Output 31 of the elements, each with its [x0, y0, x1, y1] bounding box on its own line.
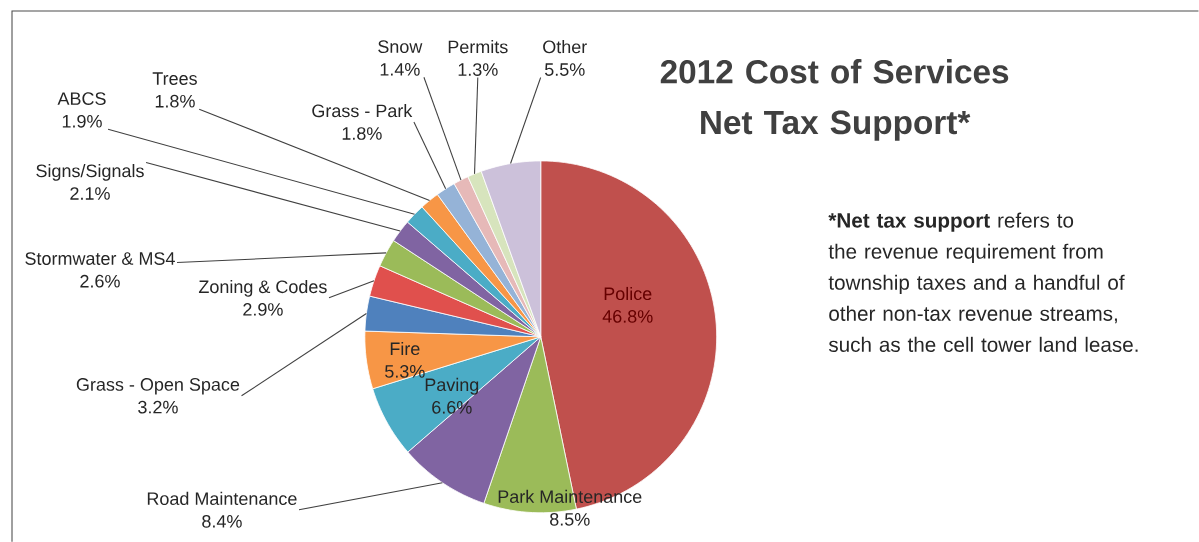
- slice-label: Stormwater & MS4: [25, 252, 175, 265]
- data-label: 2.9%: [243, 302, 283, 316]
- slice-label: Police: [604, 286, 652, 300]
- data-label: 8.5%: [550, 512, 590, 526]
- slice-label: Trees: [152, 72, 197, 85]
- slice-label: Grass - Park: [312, 103, 413, 118]
- data-label: 2.6%: [80, 274, 120, 288]
- slice-label: Snow: [378, 40, 423, 53]
- data-label: 5.3%: [385, 364, 425, 378]
- slice-label: Other: [543, 39, 587, 54]
- slice-label: Park Maintenance: [498, 489, 642, 503]
- slice-label: Grass - Open Space: [76, 377, 240, 395]
- data-label: 1.8%: [155, 94, 195, 108]
- data-label: 3.2%: [138, 400, 178, 414]
- slice-label: Road Maintenance: [147, 491, 297, 505]
- slice-label: Permits: [448, 39, 508, 54]
- slice-label: ABCS: [57, 92, 106, 105]
- data-label: 1.8%: [342, 126, 382, 140]
- data-label: 8.4%: [202, 514, 242, 528]
- data-label: 5.5%: [544, 63, 585, 76]
- slice-label: Paving: [425, 377, 479, 395]
- data-label: 1.3%: [458, 63, 498, 76]
- text: 2012 Cost of Services Net Tax Support*: [660, 58, 1009, 141]
- data-label: 1.9%: [62, 114, 102, 128]
- data-label: 46.8%: [602, 309, 653, 323]
- data-label: 2.1%: [70, 187, 110, 200]
- slice-label: Fire: [390, 341, 420, 355]
- text: *Net tax support refers to the revenue requirement from township taxes and a handful of other non-tax revenue streams, such as the cell tower land lease.: [828, 212, 1138, 352]
- data-label: 1.4%: [380, 62, 420, 76]
- slice-label: Zoning & Codes: [198, 279, 327, 297]
- slice-label: Signs/Signals: [36, 163, 144, 181]
